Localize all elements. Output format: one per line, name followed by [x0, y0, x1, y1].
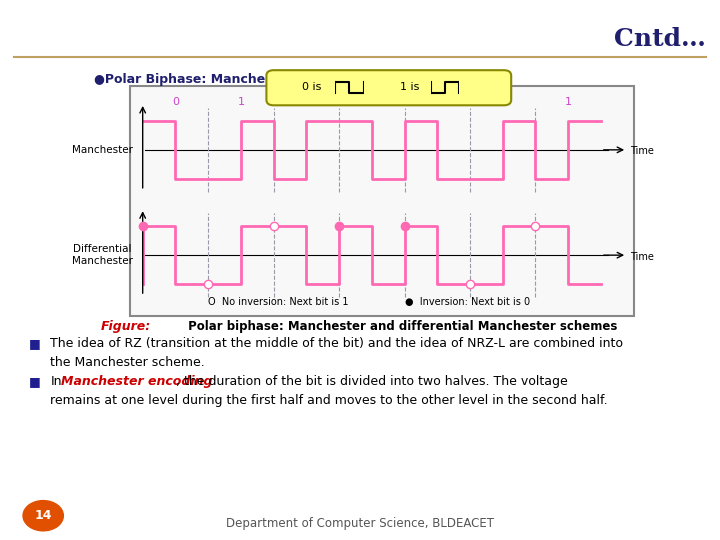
Text: ■: ■ — [29, 338, 40, 350]
Text: ●Polar Biphase: Manchester and Differential Manchester: ●Polar Biphase: Manchester and Different… — [94, 73, 495, 86]
Text: O  No inversion: Next bit is 1: O No inversion: Next bit is 1 — [208, 297, 348, 307]
Text: 1: 1 — [564, 97, 572, 107]
Text: 1: 1 — [238, 97, 244, 107]
Text: 0: 0 — [369, 97, 375, 107]
Text: ●  Inversion: Next bit is 0: ● Inversion: Next bit is 0 — [405, 297, 530, 307]
Text: 1: 1 — [499, 97, 506, 107]
Text: 0: 0 — [172, 97, 179, 107]
Text: Time: Time — [630, 252, 654, 261]
Text: The idea of RZ (transition at the middle of the bit) and the idea of NRZ-L are c: The idea of RZ (transition at the middle… — [50, 338, 624, 350]
Text: 0 is: 0 is — [302, 82, 322, 92]
Text: 14: 14 — [35, 509, 52, 522]
Text: Differential
Manchester: Differential Manchester — [72, 244, 133, 266]
Text: 1: 1 — [303, 97, 310, 107]
Text: , the duration of the bit is divided into two halves. The voltage: , the duration of the bit is divided int… — [176, 375, 568, 388]
Text: Figure:: Figure: — [101, 320, 151, 333]
Text: Time: Time — [630, 146, 654, 156]
Text: Manchester: Manchester — [72, 145, 133, 155]
Text: remains at one level during the first half and moves to the other level in the s: remains at one level during the first ha… — [50, 394, 608, 407]
Text: Manchester encoding: Manchester encoding — [61, 375, 212, 388]
Text: the Manchester scheme.: the Manchester scheme. — [50, 356, 205, 369]
Text: ■: ■ — [29, 375, 40, 388]
Text: Polar biphase: Manchester and differential Manchester schemes: Polar biphase: Manchester and differenti… — [184, 320, 617, 333]
Text: Department of Computer Science, BLDEACET: Department of Computer Science, BLDEACET — [226, 517, 494, 530]
Text: In: In — [50, 375, 62, 388]
Text: 1 is: 1 is — [400, 82, 419, 92]
Text: 0: 0 — [433, 97, 441, 107]
Text: Cntd…: Cntd… — [613, 27, 706, 51]
